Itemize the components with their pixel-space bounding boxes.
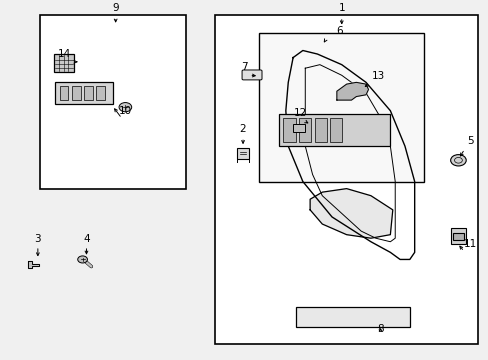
Text: 12: 12	[293, 108, 306, 118]
Text: 5: 5	[467, 136, 473, 146]
Text: 6: 6	[335, 26, 342, 36]
Bar	[295, 307, 409, 327]
Bar	[452, 233, 463, 240]
Text: 2: 2	[238, 124, 245, 134]
Bar	[54, 54, 74, 72]
Bar	[283, 118, 295, 142]
Text: 7: 7	[241, 62, 247, 72]
Bar	[314, 118, 326, 142]
Bar	[84, 86, 93, 100]
Bar	[298, 118, 310, 142]
Bar	[450, 229, 465, 244]
Polygon shape	[309, 189, 392, 238]
Text: 10: 10	[119, 106, 132, 116]
Bar	[259, 33, 424, 181]
Text: 3: 3	[35, 234, 41, 243]
Circle shape	[78, 256, 87, 263]
Bar	[96, 86, 105, 100]
Text: 1: 1	[338, 3, 345, 13]
Bar	[55, 82, 113, 104]
Text: 14: 14	[58, 49, 71, 59]
Bar	[60, 86, 68, 100]
Bar	[40, 15, 186, 189]
Polygon shape	[28, 261, 39, 268]
Bar	[292, 124, 305, 132]
Polygon shape	[336, 82, 368, 100]
Text: 4: 4	[83, 234, 90, 243]
Bar	[215, 15, 477, 345]
FancyBboxPatch shape	[242, 70, 262, 80]
Text: 13: 13	[371, 71, 384, 81]
Bar	[278, 114, 389, 146]
Text: 11: 11	[463, 239, 476, 249]
Text: 8: 8	[377, 324, 383, 334]
Bar	[329, 118, 342, 142]
Circle shape	[119, 103, 131, 112]
Text: 9: 9	[112, 3, 119, 13]
Circle shape	[450, 154, 465, 166]
Bar	[237, 148, 248, 158]
Bar	[72, 86, 81, 100]
